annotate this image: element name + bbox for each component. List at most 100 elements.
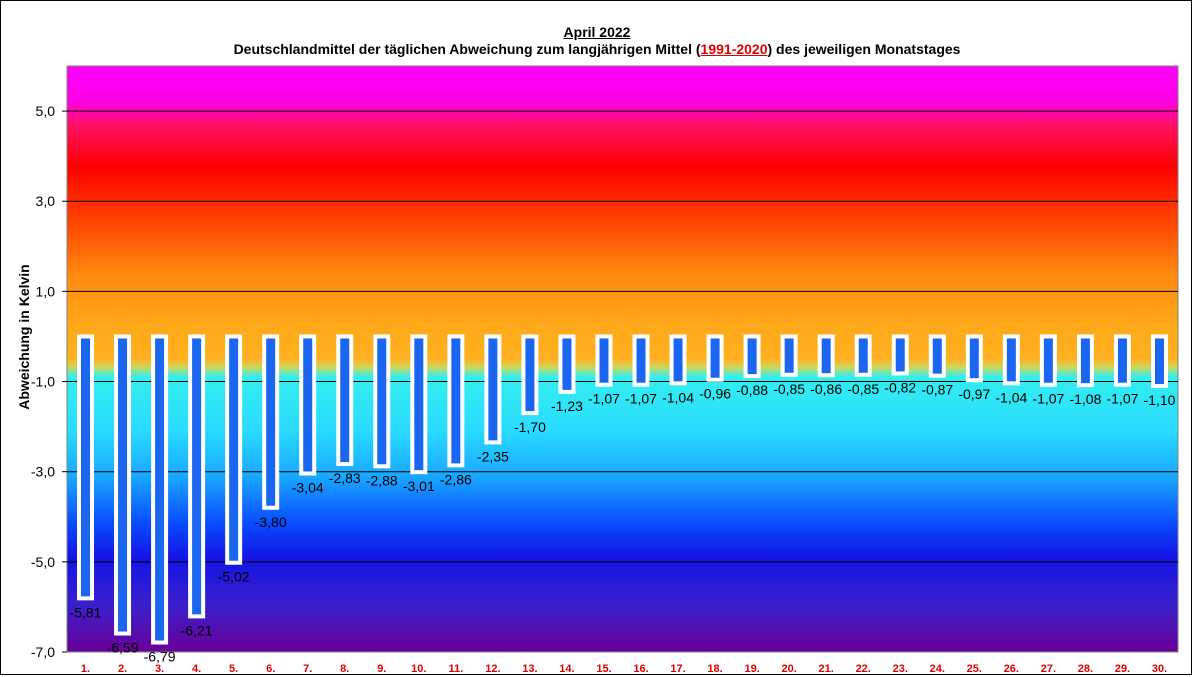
bar (780, 334, 798, 377)
plot-area (66, 65, 1179, 653)
data-label: -2,35 (477, 448, 509, 464)
x-tick-label: 4. (192, 663, 201, 675)
bar (669, 334, 687, 386)
chart-title: April 2022 (563, 24, 631, 40)
bar (891, 334, 909, 376)
data-label: -1,23 (551, 398, 583, 414)
data-label: -0,85 (847, 381, 879, 397)
x-tick-label: 11. (449, 663, 464, 675)
bar (188, 334, 206, 619)
bar (521, 334, 539, 416)
x-tick-label: 30. (1152, 663, 1167, 675)
x-tick-label: 19. (744, 663, 759, 675)
x-tick-label: 22. (856, 663, 871, 675)
y-tick-label: 1,0 (36, 283, 56, 299)
data-label: -1,07 (1032, 391, 1064, 407)
bar (928, 334, 946, 378)
data-label: -6,21 (181, 622, 213, 638)
data-label: -5,81 (70, 604, 102, 620)
data-label: -1,70 (514, 419, 546, 435)
bar (373, 334, 391, 469)
x-tick-label: 21. (819, 663, 834, 675)
data-label: -0,97 (958, 386, 990, 402)
y-tick-label: 5,0 (36, 103, 56, 119)
bar (114, 334, 132, 636)
x-tick-label: 25. (967, 663, 982, 675)
y-tick-label: -3,0 (31, 464, 55, 480)
x-tick-label: 17. (670, 663, 685, 675)
bar (1002, 334, 1020, 386)
y-axis-label: Abweichung in Kelvin (16, 264, 32, 409)
bar (743, 334, 761, 379)
x-tick-label: 14. (559, 663, 574, 675)
data-label: -0,86 (810, 381, 842, 397)
data-label: -1,04 (995, 389, 1027, 405)
data-label: -0,96 (699, 386, 731, 402)
bar (484, 334, 502, 445)
subtitle-text-end: ) des jeweiligen Monatstages (767, 41, 961, 57)
x-axis-ticks: 1. 2. 3. 4. 5. 6. 7. 8. 9. 10. 11. 12. 13. 14. 15. 16. 1… (81, 663, 1167, 675)
data-label: -1,07 (625, 391, 657, 407)
x-tick-label: 28. (1078, 663, 1093, 675)
x-tick-label: 5. (229, 663, 238, 675)
data-label: -2,88 (366, 472, 398, 488)
bars (77, 334, 1168, 645)
x-tick-label: 16. (633, 663, 648, 675)
x-tick-label: 6. (266, 663, 275, 675)
x-tick-label: 10. (411, 663, 426, 675)
bar (1113, 334, 1131, 387)
x-tick-label: 26. (1004, 663, 1019, 675)
data-label: -0,88 (736, 382, 768, 398)
x-tick-label: 7. (303, 663, 312, 675)
bar (1039, 334, 1057, 387)
x-tick-label: 2. (118, 663, 127, 675)
bar (965, 334, 983, 383)
data-label: -0,87 (921, 382, 953, 398)
y-tick-label: -7,0 (31, 644, 55, 660)
bar (225, 334, 243, 565)
x-tick-label: 12. (485, 663, 500, 675)
data-label: -0,85 (773, 381, 805, 397)
subtitle-reference-period: 1991-2020 (700, 41, 768, 57)
data-label: -6,59 (107, 640, 139, 656)
y-axis-ticks: 5,0 3,0 1,0 -1,0 -3,0 -5,0 -7,0 (31, 103, 67, 660)
x-tick-label: 18. (707, 663, 722, 675)
bar (151, 334, 169, 645)
bar (632, 334, 650, 387)
data-label: -0,82 (884, 379, 916, 395)
x-tick-label: 20. (782, 663, 797, 675)
data-label: -3,04 (292, 479, 324, 495)
x-tick-label: 9. (377, 663, 386, 675)
data-label: -1,07 (588, 391, 620, 407)
bar (447, 334, 465, 468)
value-labels: -5,81 -6,59 -6,79 -6,21 -5,02 -3,80 -3,04 -2,83… (70, 379, 1176, 664)
bar (410, 334, 428, 475)
y-tick-label: 3,0 (36, 193, 56, 209)
bar (77, 334, 95, 601)
data-label: -1,10 (1144, 392, 1176, 408)
chart-subtitle: Deutschlandmittel der täglichen Abweichu… (0, 41, 1194, 57)
gridlines (67, 110, 1178, 563)
data-label: -5,02 (218, 569, 250, 585)
x-tick-label: 29. (1115, 663, 1130, 675)
data-label: -1,04 (662, 389, 694, 405)
bar (817, 334, 835, 378)
bar (336, 334, 354, 467)
data-label: -1,08 (1069, 391, 1101, 407)
bar (299, 334, 317, 476)
x-tick-label: 1. (81, 663, 90, 675)
data-label: -1,07 (1106, 391, 1138, 407)
x-tick-label: 3. (155, 663, 164, 675)
bar (262, 334, 280, 510)
x-tick-label: 23. (893, 663, 908, 675)
y-tick-label: -1,0 (31, 374, 55, 390)
data-label: -3,01 (403, 478, 435, 494)
bar (1150, 334, 1168, 389)
bar (706, 334, 724, 382)
data-label: -2,83 (329, 470, 361, 486)
bar (1076, 334, 1094, 388)
data-label: -2,86 (440, 471, 472, 487)
subtitle-text-start: Deutschlandmittel der täglichen Abweichu… (233, 41, 701, 57)
x-tick-label: 13. (522, 663, 537, 675)
